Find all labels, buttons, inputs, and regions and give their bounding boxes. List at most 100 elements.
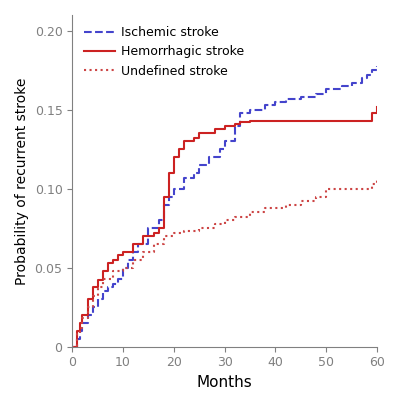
Undefined stroke — [283, 202, 288, 207]
Ischemic stroke — [207, 155, 212, 160]
Undefined stroke — [172, 230, 176, 235]
Undefined stroke — [324, 186, 329, 191]
Ischemic stroke — [78, 328, 82, 333]
Ischemic stroke — [131, 249, 136, 254]
Ischemic stroke — [70, 344, 75, 349]
Y-axis label: Probability of recurrent stroke: Probability of recurrent stroke — [15, 77, 29, 285]
Undefined stroke — [161, 234, 166, 239]
Undefined stroke — [375, 175, 380, 180]
Line: Hemorrhagic stroke: Hemorrhagic stroke — [72, 107, 377, 347]
Hemorrhagic stroke — [90, 284, 95, 289]
Ischemic stroke — [222, 139, 227, 144]
Line: Ischemic stroke: Ischemic stroke — [72, 66, 377, 347]
Hemorrhagic stroke — [248, 118, 252, 123]
Undefined stroke — [85, 305, 90, 310]
Hemorrhagic stroke — [222, 123, 227, 128]
Hemorrhagic stroke — [80, 313, 85, 318]
Undefined stroke — [110, 269, 115, 273]
Hemorrhagic stroke — [370, 111, 374, 115]
Undefined stroke — [232, 215, 237, 220]
Ischemic stroke — [324, 87, 329, 92]
Ischemic stroke — [172, 186, 176, 191]
Hemorrhagic stroke — [375, 104, 380, 109]
Ischemic stroke — [192, 171, 196, 175]
Undefined stroke — [151, 242, 156, 247]
Ischemic stroke — [217, 147, 222, 152]
Undefined stroke — [349, 186, 354, 191]
Ischemic stroke — [146, 226, 151, 231]
Undefined stroke — [78, 325, 82, 330]
Undefined stroke — [263, 205, 268, 210]
Hemorrhagic stroke — [273, 118, 278, 123]
Undefined stroke — [90, 294, 95, 298]
Ischemic stroke — [339, 84, 344, 89]
Ischemic stroke — [370, 68, 374, 73]
Ischemic stroke — [283, 96, 288, 101]
Ischemic stroke — [273, 100, 278, 104]
Ischemic stroke — [375, 63, 380, 68]
Ischemic stroke — [197, 163, 202, 168]
Hemorrhagic stroke — [172, 155, 176, 160]
Hemorrhagic stroke — [131, 242, 136, 247]
Undefined stroke — [80, 316, 85, 321]
Hemorrhagic stroke — [212, 126, 217, 131]
Ischemic stroke — [232, 123, 237, 128]
Ischemic stroke — [106, 284, 110, 289]
Undefined stroke — [339, 186, 344, 191]
Hemorrhagic stroke — [156, 226, 161, 231]
Undefined stroke — [100, 276, 105, 281]
Ischemic stroke — [156, 218, 161, 223]
Undefined stroke — [212, 221, 217, 226]
Ischemic stroke — [166, 194, 171, 199]
Hemorrhagic stroke — [100, 269, 105, 273]
Hemorrhagic stroke — [78, 321, 82, 326]
Ischemic stroke — [238, 111, 242, 115]
Hemorrhagic stroke — [298, 118, 303, 123]
Undefined stroke — [248, 210, 252, 215]
Undefined stroke — [75, 332, 80, 337]
Undefined stroke — [141, 249, 146, 254]
Undefined stroke — [197, 226, 202, 231]
Hemorrhagic stroke — [110, 258, 115, 262]
Ischemic stroke — [90, 305, 95, 310]
Hemorrhagic stroke — [121, 249, 126, 254]
Legend: Ischemic stroke, Hemorrhagic stroke, Undefined stroke: Ischemic stroke, Hemorrhagic stroke, Und… — [78, 21, 249, 83]
Hemorrhagic stroke — [192, 136, 196, 141]
Ischemic stroke — [248, 107, 252, 112]
Undefined stroke — [298, 199, 303, 204]
Ischemic stroke — [75, 337, 80, 341]
Hemorrhagic stroke — [364, 118, 369, 123]
Undefined stroke — [314, 194, 318, 199]
Ischemic stroke — [314, 92, 318, 96]
Hemorrhagic stroke — [141, 234, 146, 239]
Undefined stroke — [95, 284, 100, 289]
Ischemic stroke — [80, 321, 85, 326]
Hemorrhagic stroke — [349, 118, 354, 123]
Ischemic stroke — [161, 202, 166, 207]
Hemorrhagic stroke — [151, 230, 156, 235]
Hemorrhagic stroke — [232, 122, 237, 126]
Undefined stroke — [131, 258, 136, 262]
Undefined stroke — [182, 229, 186, 234]
X-axis label: Months: Months — [197, 375, 252, 390]
Hemorrhagic stroke — [70, 344, 75, 349]
Hemorrhagic stroke — [238, 120, 242, 125]
Ischemic stroke — [360, 76, 364, 81]
Ischemic stroke — [182, 175, 186, 180]
Ischemic stroke — [298, 95, 303, 100]
Hemorrhagic stroke — [106, 260, 110, 265]
Hemorrhagic stroke — [176, 147, 181, 152]
Hemorrhagic stroke — [116, 253, 120, 258]
Undefined stroke — [70, 344, 75, 349]
Undefined stroke — [370, 181, 374, 186]
Hemorrhagic stroke — [161, 194, 166, 199]
Hemorrhagic stroke — [182, 139, 186, 144]
Hemorrhagic stroke — [324, 118, 329, 123]
Ischemic stroke — [263, 102, 268, 107]
Hemorrhagic stroke — [85, 297, 90, 302]
Hemorrhagic stroke — [166, 171, 171, 175]
Undefined stroke — [222, 218, 227, 223]
Hemorrhagic stroke — [75, 328, 80, 333]
Ischemic stroke — [116, 276, 120, 281]
Ischemic stroke — [95, 297, 100, 302]
